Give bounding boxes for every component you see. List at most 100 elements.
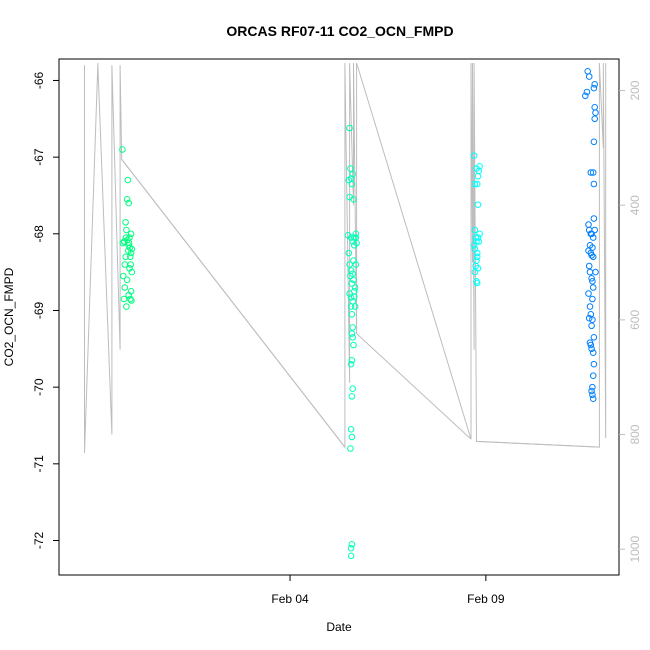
data-point [353, 239, 360, 247]
data-point [351, 293, 358, 301]
data-point [127, 295, 134, 303]
data-point [125, 239, 133, 247]
y-tick-label: -67 [32, 148, 46, 166]
data-point [583, 88, 591, 96]
data-point [582, 92, 589, 100]
data-point [475, 167, 483, 175]
data-point [349, 170, 357, 178]
data-point [590, 334, 598, 341]
data-point [590, 360, 598, 368]
data-point [589, 316, 596, 324]
altitude-connector [121, 159, 346, 448]
data-point [348, 433, 356, 441]
data-point [123, 303, 130, 310]
data-point [347, 294, 355, 301]
data-point [125, 247, 132, 254]
data-point [474, 201, 482, 208]
data-point [473, 180, 481, 188]
data-point [474, 173, 482, 180]
data-point [476, 163, 483, 170]
y-tick-label: -69 [32, 301, 46, 319]
data-point [346, 261, 353, 268]
data-point [352, 261, 360, 268]
altitude-connector [476, 440, 600, 448]
data-point [590, 180, 598, 188]
data-point [349, 385, 357, 393]
data-point [589, 383, 596, 391]
x-tick-label: Feb 09 [467, 592, 505, 606]
data-point [589, 391, 596, 399]
data-point [348, 330, 356, 337]
y-axis: -66 -67 -68 -69 -70 -71 -72 [32, 71, 59, 549]
data-point [351, 284, 359, 291]
plot-frame [58, 58, 620, 576]
data-point [350, 341, 357, 349]
data-point [589, 372, 597, 380]
data-point [120, 295, 128, 303]
data-point [119, 146, 126, 153]
data-point [587, 341, 595, 349]
data-point [347, 544, 355, 552]
data-point [589, 295, 596, 303]
data-point [586, 268, 594, 276]
data-point [584, 68, 592, 75]
data-point [121, 284, 129, 291]
data-point [588, 322, 595, 330]
data-point [346, 193, 353, 201]
data-point [585, 247, 592, 254]
data-point [473, 279, 481, 287]
data-point [473, 249, 481, 257]
data-point [473, 253, 481, 261]
data-point [347, 165, 354, 172]
data-point [587, 169, 595, 176]
data-point [588, 275, 595, 282]
data-point [585, 290, 592, 297]
data-point [592, 109, 599, 116]
data-point [590, 215, 598, 222]
data-point [349, 324, 357, 331]
data-point [591, 104, 599, 111]
y2-tick-label: 800 [628, 424, 642, 444]
x-axis-label: Date [326, 620, 352, 634]
data-point [471, 268, 479, 276]
data-point [348, 280, 356, 287]
data-point [590, 84, 598, 92]
data-point [589, 284, 597, 291]
data-point [123, 196, 131, 203]
x-axis: Feb 04 Feb 09 [271, 575, 505, 606]
data-point [123, 226, 130, 234]
data-point [125, 199, 132, 207]
data-point [476, 230, 483, 238]
data-point [589, 349, 597, 357]
data-point [346, 124, 353, 132]
x-tick-label: Feb 04 [271, 592, 309, 606]
data-point [122, 234, 130, 241]
y-axis-label: CO2_OCN_FMPD [2, 267, 16, 366]
y2-tick-label: 200 [628, 80, 642, 100]
data-point [350, 276, 357, 284]
data-point [348, 541, 356, 548]
data-point [471, 226, 479, 234]
data-point [121, 261, 129, 268]
data-point [127, 230, 135, 238]
data-point [348, 393, 356, 400]
data-point [346, 290, 353, 297]
y-tick-label: -66 [32, 71, 46, 89]
data-point [122, 253, 129, 261]
data-point [585, 314, 593, 322]
y2-tick-label: 400 [628, 195, 642, 215]
data-point [348, 357, 356, 364]
data-point [348, 311, 356, 318]
data-point [474, 265, 482, 272]
data-point [128, 245, 136, 253]
data-point [591, 115, 599, 123]
data-point [347, 445, 354, 452]
altitude-trace [84, 62, 607, 453]
y2-tick-label: 600 [628, 310, 642, 330]
y-tick-label: -71 [32, 455, 46, 473]
scatter-points [119, 68, 599, 560]
data-point [588, 252, 595, 259]
data-point [470, 242, 478, 249]
data-point [351, 303, 359, 310]
y2-axis: 200 400 600 800 1000 [619, 80, 642, 563]
